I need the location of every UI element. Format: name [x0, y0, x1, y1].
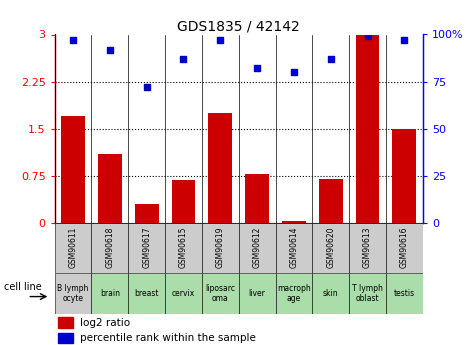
Bar: [386, 223, 423, 273]
Bar: [276, 223, 313, 273]
Text: skin: skin: [323, 289, 339, 298]
Bar: [165, 223, 202, 273]
Bar: [58, 317, 73, 328]
Bar: [61, 116, 85, 223]
Point: [327, 56, 334, 62]
Text: GSM90618: GSM90618: [105, 227, 114, 268]
Bar: [165, 273, 202, 314]
Text: liver: liver: [248, 289, 266, 298]
Point: [106, 47, 114, 52]
Bar: [55, 273, 91, 314]
Bar: [313, 273, 349, 314]
Text: macroph
age: macroph age: [277, 284, 311, 303]
Text: GSM90620: GSM90620: [326, 227, 335, 268]
Text: log2 ratio: log2 ratio: [80, 318, 131, 328]
Text: brain: brain: [100, 289, 120, 298]
Bar: [245, 174, 269, 223]
Bar: [386, 273, 423, 314]
Bar: [202, 273, 238, 314]
Point: [217, 37, 224, 43]
Point: [143, 85, 151, 90]
Bar: [171, 180, 195, 223]
Bar: [91, 223, 128, 273]
Bar: [209, 113, 232, 223]
Text: liposarc
oma: liposarc oma: [205, 284, 235, 303]
Bar: [313, 223, 349, 273]
Title: GDS1835 / 42142: GDS1835 / 42142: [177, 19, 300, 33]
Text: percentile rank within the sample: percentile rank within the sample: [80, 333, 256, 343]
Text: GSM90614: GSM90614: [289, 227, 298, 268]
Point: [69, 37, 77, 43]
Text: GSM90613: GSM90613: [363, 227, 372, 268]
Point: [180, 56, 187, 62]
Point: [364, 33, 371, 39]
Text: GSM90616: GSM90616: [400, 227, 409, 268]
Bar: [128, 273, 165, 314]
Bar: [98, 154, 122, 223]
Text: cervix: cervix: [172, 289, 195, 298]
Text: GSM90619: GSM90619: [216, 227, 225, 268]
Bar: [135, 204, 159, 223]
Point: [253, 66, 261, 71]
Bar: [58, 333, 73, 344]
Text: GSM90617: GSM90617: [142, 227, 151, 268]
Bar: [202, 223, 238, 273]
Text: testis: testis: [394, 289, 415, 298]
Bar: [349, 223, 386, 273]
Bar: [282, 221, 306, 223]
Text: GSM90611: GSM90611: [68, 227, 77, 268]
Bar: [238, 273, 276, 314]
Point: [290, 69, 298, 75]
Text: T lymph
oblast: T lymph oblast: [352, 284, 383, 303]
Bar: [55, 223, 91, 273]
Bar: [349, 273, 386, 314]
Text: breast: breast: [134, 289, 159, 298]
Bar: [238, 223, 276, 273]
Bar: [319, 179, 342, 223]
Bar: [392, 129, 416, 223]
Text: cell line: cell line: [4, 282, 42, 292]
Text: B lymph
ocyte: B lymph ocyte: [57, 284, 89, 303]
Bar: [91, 273, 128, 314]
Text: GSM90612: GSM90612: [253, 227, 262, 268]
Bar: [356, 34, 380, 223]
Bar: [128, 223, 165, 273]
Text: GSM90615: GSM90615: [179, 227, 188, 268]
Point: [400, 37, 408, 43]
Bar: [276, 273, 313, 314]
